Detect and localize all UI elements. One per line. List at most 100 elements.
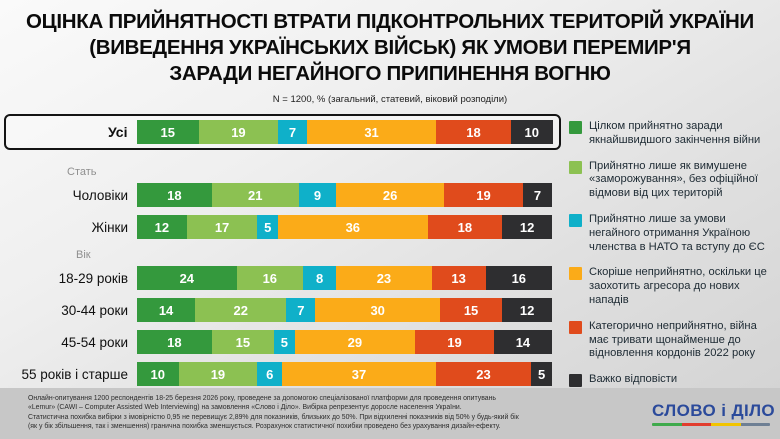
bar-segment: 22: [195, 298, 287, 322]
bar-segment: 14: [493, 330, 552, 354]
bar-segment: 18: [427, 215, 503, 239]
chart-subtitle: N = 1200, % (загальний, статевий, вікови…: [272, 94, 508, 105]
group-label: Вік: [76, 249, 91, 261]
logo-underline-segment: [652, 423, 682, 426]
chart-row: 18-29 років 24 16 8 23 13 16: [12, 266, 552, 290]
stacked-bar: 12 17 5 36 18 12: [137, 215, 552, 239]
methodology-note: Онлайн-опитування 1200 респондентів 18-2…: [28, 394, 519, 432]
chart-row: Чоловіки 18 21 9 26 19 7: [12, 183, 552, 207]
chart-row: Усі 15 19 7 31 18 10: [12, 120, 553, 144]
category-label: 55 років і старше: [21, 366, 129, 382]
stacked-bar: 24 16 8 23 13 16: [137, 266, 552, 290]
bar-segment: 5: [273, 330, 295, 354]
legend-label: Прийнятно лише як вимушене «заморожуванн…: [589, 159, 758, 200]
bar-segment: 19: [198, 120, 278, 144]
legend-swatch: [569, 160, 582, 174]
title-line-1: ОЦІНКА ПРИЙНЯТНОСТІ ВТРАТИ ПІДКОНТРОЛЬНИ…: [26, 10, 754, 33]
bar-segment: 18: [137, 183, 212, 207]
bar-segment: 6: [257, 362, 283, 386]
slovoidilo-logo: СЛОВО і ДІЛО: [652, 401, 776, 426]
methodology-line-3: Статистична похибка вибірки з імовірніст…: [28, 413, 519, 421]
legend-item: Скоріше неприйнятно, оскільки це заохоти…: [569, 266, 775, 307]
bar-segment: 17: [186, 215, 258, 239]
bar-segment: 19: [415, 330, 494, 354]
bar-segment: 10: [137, 362, 179, 386]
logo-underline-segment: [711, 423, 741, 426]
legend-swatch: [569, 121, 582, 134]
legend-swatch: [569, 213, 582, 227]
bar-segment: 7: [522, 183, 552, 207]
legend-item: Цілком прийнятно заради якнайшвидшого за…: [569, 120, 775, 148]
legend-label: Скоріше неприйнятно, оскільки це заохоти…: [589, 266, 767, 306]
logo-text: СЛОВО і ДІЛО: [652, 401, 776, 420]
bar-segment: 12: [502, 298, 552, 322]
bar-segment: 29: [294, 330, 416, 354]
bar-segment: 23: [336, 266, 432, 290]
chart-row: 45-54 роки 18 15 5 29 19 14: [12, 330, 552, 354]
bar-segment: 31: [307, 120, 437, 144]
bar-segment: 18: [137, 330, 212, 354]
bar-segment: 5: [257, 215, 279, 239]
category-label: 45-54 роки: [61, 334, 128, 350]
legend-item: Прийнятно лише за умови негайного отрима…: [569, 213, 775, 254]
bar-segment: 5: [531, 362, 552, 386]
chart-row: 30-44 роки 14 22 7 30 15 12: [12, 298, 552, 322]
bar-segment: 21: [211, 183, 299, 207]
category-label: Жінки: [91, 219, 128, 235]
legend-label: Прийнятно лише за умови негайного отрима…: [589, 212, 765, 253]
page-title: ОЦІНКА ПРИЙНЯТНОСТІ ВТРАТИ ПІДКОНТРОЛЬНИ…: [0, 0, 780, 87]
bar-segment: 10: [510, 120, 553, 144]
bar-segment: 24: [137, 266, 237, 290]
bar-segment: 8: [303, 266, 337, 290]
title-line-3: ЗАРАДИ НЕГАЙНОГО ПРИПИНЕННЯ ВОГНЮ: [169, 62, 611, 85]
stacked-bar: 18 15 5 29 19 14: [137, 330, 552, 354]
category-label: Усі: [107, 124, 128, 140]
bar-segment: 16: [236, 266, 303, 290]
highlighted-row-box: Усі 15 19 7 31 18 10: [3, 114, 561, 150]
legend: Цілком прийнятно заради якнайшвидшого за…: [569, 120, 775, 388]
bar-segment: 23: [435, 362, 532, 386]
legend-swatch: [569, 320, 582, 334]
bar-segment: 14: [137, 298, 196, 322]
bar-segment: 36: [278, 215, 428, 239]
stacked-bar: 15 19 7 31 18 10: [136, 120, 553, 144]
legend-label: Категорично неприйнятно, війна має трива…: [589, 319, 757, 360]
bar-segment: 12: [137, 215, 187, 239]
legend-item: Категорично неприйнятно, війна має трива…: [569, 320, 775, 361]
category-label: Чоловіки: [72, 187, 128, 203]
legend-label: Цілком прийнятно заради якнайшвидшого за…: [589, 120, 761, 146]
title-line-2: (ВИВЕДЕННЯ УКРАЇНСЬКИХ ВІЙСЬК) ЯК УМОВИ …: [89, 36, 691, 59]
chart-row: 55 років і старше 10 19 6 37 23 5: [12, 362, 552, 386]
bar-segment: 13: [431, 266, 486, 290]
chart-rows: Усі 15 19 7 31 18 10 Стать Чоловіки 18 21 9 26 19 7 Жін…: [3, 114, 561, 394]
bar-segment: 19: [444, 183, 523, 207]
bar-segment: 15: [136, 120, 199, 144]
legend-item: Прийнятно лише як вимушене «заморожуванн…: [569, 160, 775, 201]
stacked-bar: 14 22 7 30 15 12: [137, 298, 552, 322]
bar-segment: 16: [485, 266, 552, 290]
legend-swatch: [569, 374, 582, 388]
legend-swatch: [569, 267, 582, 281]
methodology-line-4: (як у бік збільшення, так і зменшення) г…: [28, 423, 501, 431]
bar-segment: 18: [436, 120, 511, 144]
bar-segment: 26: [336, 183, 445, 207]
bar-segment: 15: [211, 330, 274, 354]
category-label: 30-44 роки: [61, 302, 128, 318]
logo-underline-segment: [681, 423, 711, 426]
bar-segment: 7: [277, 120, 308, 144]
stacked-bar: 10 19 6 37 23 5: [137, 362, 552, 386]
methodology-line-2: «Lemur» (CAWI – Computer Assisted Web In…: [28, 404, 462, 412]
legend-label: Важко відповісти: [589, 373, 678, 386]
bar-segment: 30: [315, 298, 440, 322]
bar-segment: 12: [502, 215, 552, 239]
group-label: Стать: [67, 166, 97, 178]
bar-segment: 15: [439, 298, 503, 322]
chart-row: Жінки 12 17 5 36 18 12: [12, 215, 552, 239]
category-label: 18-29 років: [58, 270, 128, 286]
bar-segment: 7: [286, 298, 316, 322]
legend-item: Важко відповісти: [569, 373, 775, 388]
footer: Онлайн-опитування 1200 респондентів 18-2…: [0, 388, 780, 439]
bar-segment: 19: [178, 362, 258, 386]
bar-segment: 9: [298, 183, 337, 207]
